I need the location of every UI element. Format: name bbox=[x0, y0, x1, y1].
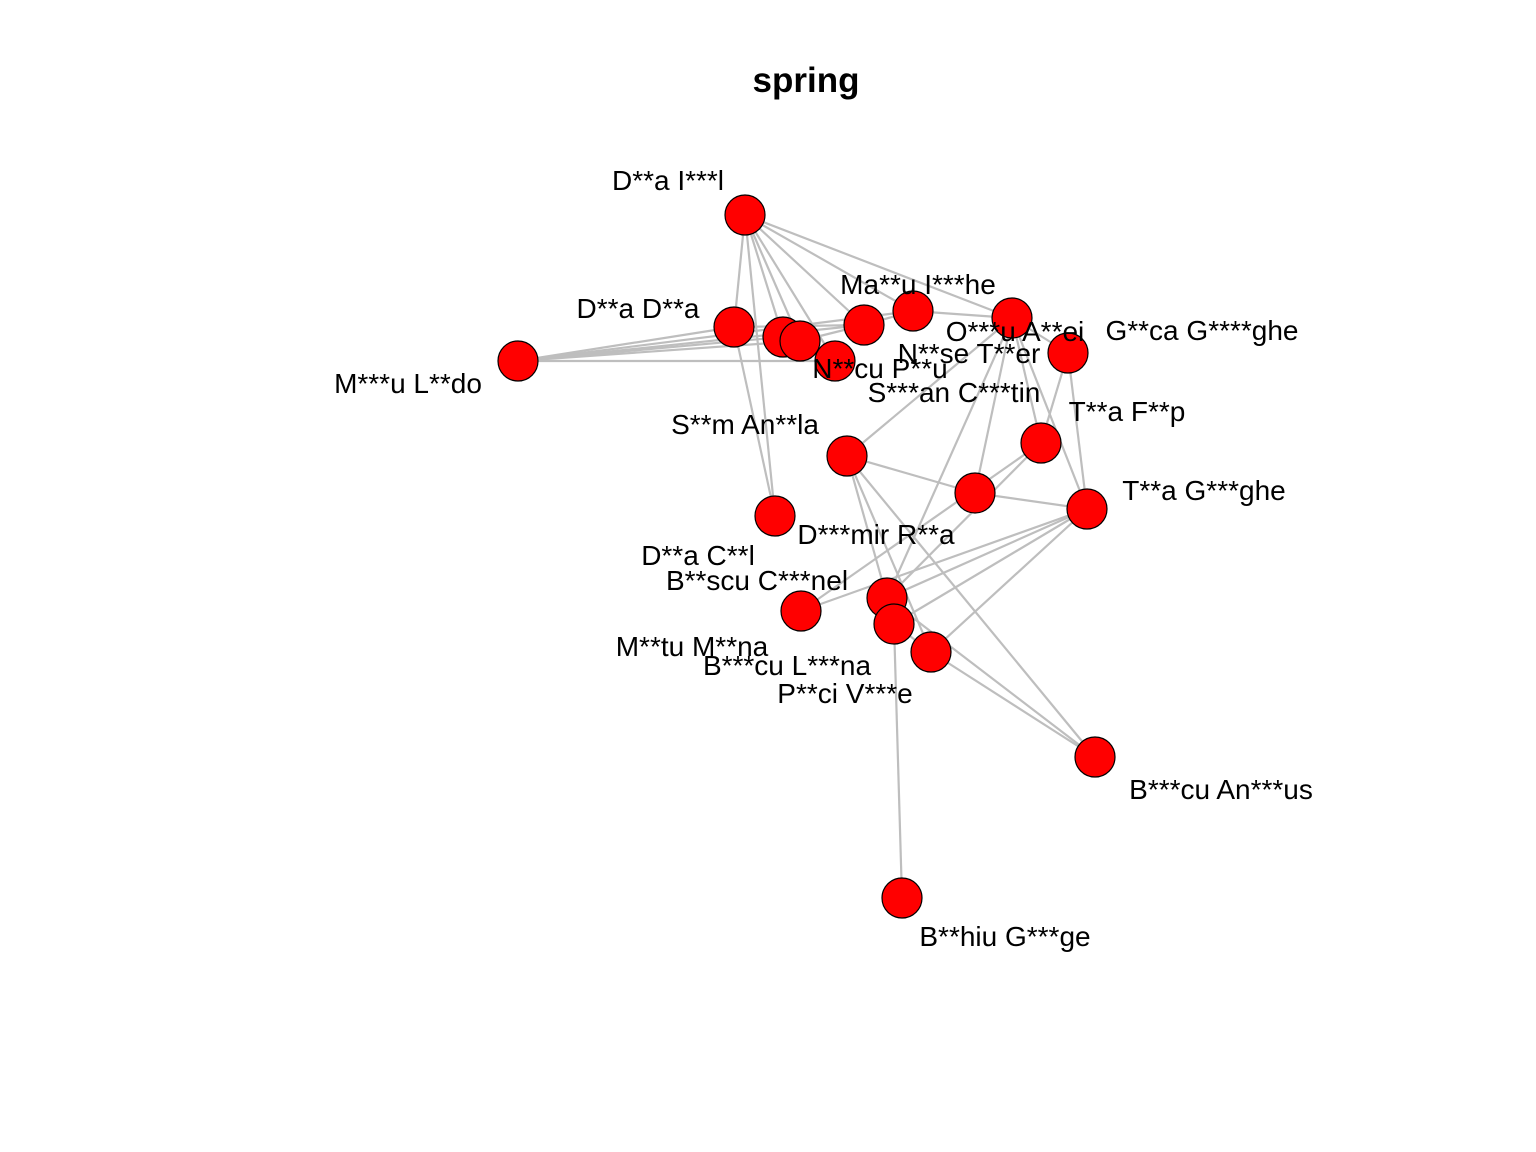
node-label-sma: S**m An**la bbox=[671, 409, 819, 440]
node-bcl[interactable] bbox=[873, 603, 915, 645]
node-dad[interactable] bbox=[713, 306, 755, 348]
node-dmr[interactable] bbox=[954, 472, 996, 514]
edge-oaa-sma bbox=[846, 317, 1013, 457]
edge-sma-bca bbox=[846, 455, 1096, 758]
node-label-bca: B***cu An***us bbox=[1129, 774, 1313, 805]
node-label-tfp: T**a F**p bbox=[1069, 396, 1186, 427]
edge-oaa-dmr bbox=[973, 317, 1014, 494]
node-n2[interactable] bbox=[779, 320, 821, 362]
node-mai[interactable] bbox=[892, 290, 934, 332]
node-tgg[interactable] bbox=[1066, 488, 1108, 530]
edge-dai-oaa bbox=[744, 213, 1013, 320]
edge-tgg-mmm bbox=[800, 507, 1088, 613]
node-label-mai: Ma**u I***he bbox=[840, 269, 996, 300]
node-label-dad: D**a D**a bbox=[577, 293, 700, 324]
node-label-ncp: N**cu P**u bbox=[812, 353, 947, 384]
node-label-bcl: B***cu L***na bbox=[703, 650, 872, 681]
node-dai[interactable] bbox=[724, 194, 766, 236]
edge-tgg-pcv bbox=[930, 508, 1088, 653]
edge-tfp-mmm bbox=[800, 442, 1042, 612]
node-label-nst: N**se T**er bbox=[898, 338, 1041, 369]
edge-ggg-tgg bbox=[1066, 352, 1089, 510]
node-bhg[interactable] bbox=[881, 877, 923, 919]
node-mld[interactable] bbox=[497, 340, 539, 382]
node-label-dac: D**a C**l bbox=[641, 540, 755, 571]
node-label-pcv: P**ci V***e bbox=[777, 678, 912, 709]
edge-mld-dad bbox=[517, 325, 735, 363]
node-label-tgg: T**a G***ghe bbox=[1122, 475, 1285, 506]
edge-sma-pcv bbox=[845, 455, 933, 653]
edge-dad-dac bbox=[732, 326, 777, 517]
node-label-mmm: M**tu M**na bbox=[616, 631, 769, 662]
node-label-bhg: B**hiu G***ge bbox=[919, 921, 1090, 952]
edge-bcl-bhg bbox=[892, 623, 904, 899]
graph-title: spring bbox=[753, 61, 860, 100]
node-label-dai: D**a I***l bbox=[612, 165, 724, 196]
node-label-dmr: D***mir R**a bbox=[797, 519, 955, 550]
node-tfp[interactable] bbox=[1020, 422, 1062, 464]
node-dac[interactable] bbox=[754, 495, 796, 537]
edge-oaa-bsc bbox=[885, 317, 1014, 599]
edge-tgg-bsc bbox=[886, 507, 1088, 600]
edge-bsc-bca bbox=[886, 597, 1096, 758]
node-bca[interactable] bbox=[1074, 736, 1116, 778]
node-oaa[interactable] bbox=[991, 297, 1033, 339]
edge-oaa-tfp bbox=[1010, 317, 1043, 444]
edge-sma-dmr bbox=[846, 454, 976, 495]
node-sma[interactable] bbox=[826, 435, 868, 477]
node-label-mld: M***u L**do bbox=[334, 368, 482, 399]
node-ggg[interactable] bbox=[1047, 332, 1089, 374]
edge-dai-n1 bbox=[743, 214, 785, 338]
label-layer: D**a I***l Ma**u I***he D**a D**a M***u L**… bbox=[334, 165, 1313, 952]
node-label-ggg: G**ca G****ghe bbox=[1105, 315, 1298, 346]
node-layer bbox=[497, 194, 1116, 919]
node-label-oaa: O***u A**ei bbox=[946, 316, 1085, 347]
edge-tgg-bcl bbox=[893, 508, 1088, 625]
edge-dai-nst bbox=[744, 214, 865, 326]
node-nst[interactable] bbox=[843, 304, 885, 346]
edge-dai-mai bbox=[744, 214, 914, 312]
node-label-sac: S***an C***tin bbox=[868, 377, 1041, 408]
node-ncp[interactable] bbox=[814, 340, 856, 382]
edge-mld-n2 bbox=[517, 339, 801, 363]
edge-sma-bsc bbox=[845, 455, 889, 599]
edge-dai-dac bbox=[743, 214, 777, 517]
edge-pcv-bca bbox=[930, 651, 1096, 758]
node-mmm[interactable] bbox=[780, 590, 822, 632]
node-label-bsc: B**scu C***nel bbox=[666, 565, 848, 596]
node-pcv[interactable] bbox=[910, 631, 952, 673]
